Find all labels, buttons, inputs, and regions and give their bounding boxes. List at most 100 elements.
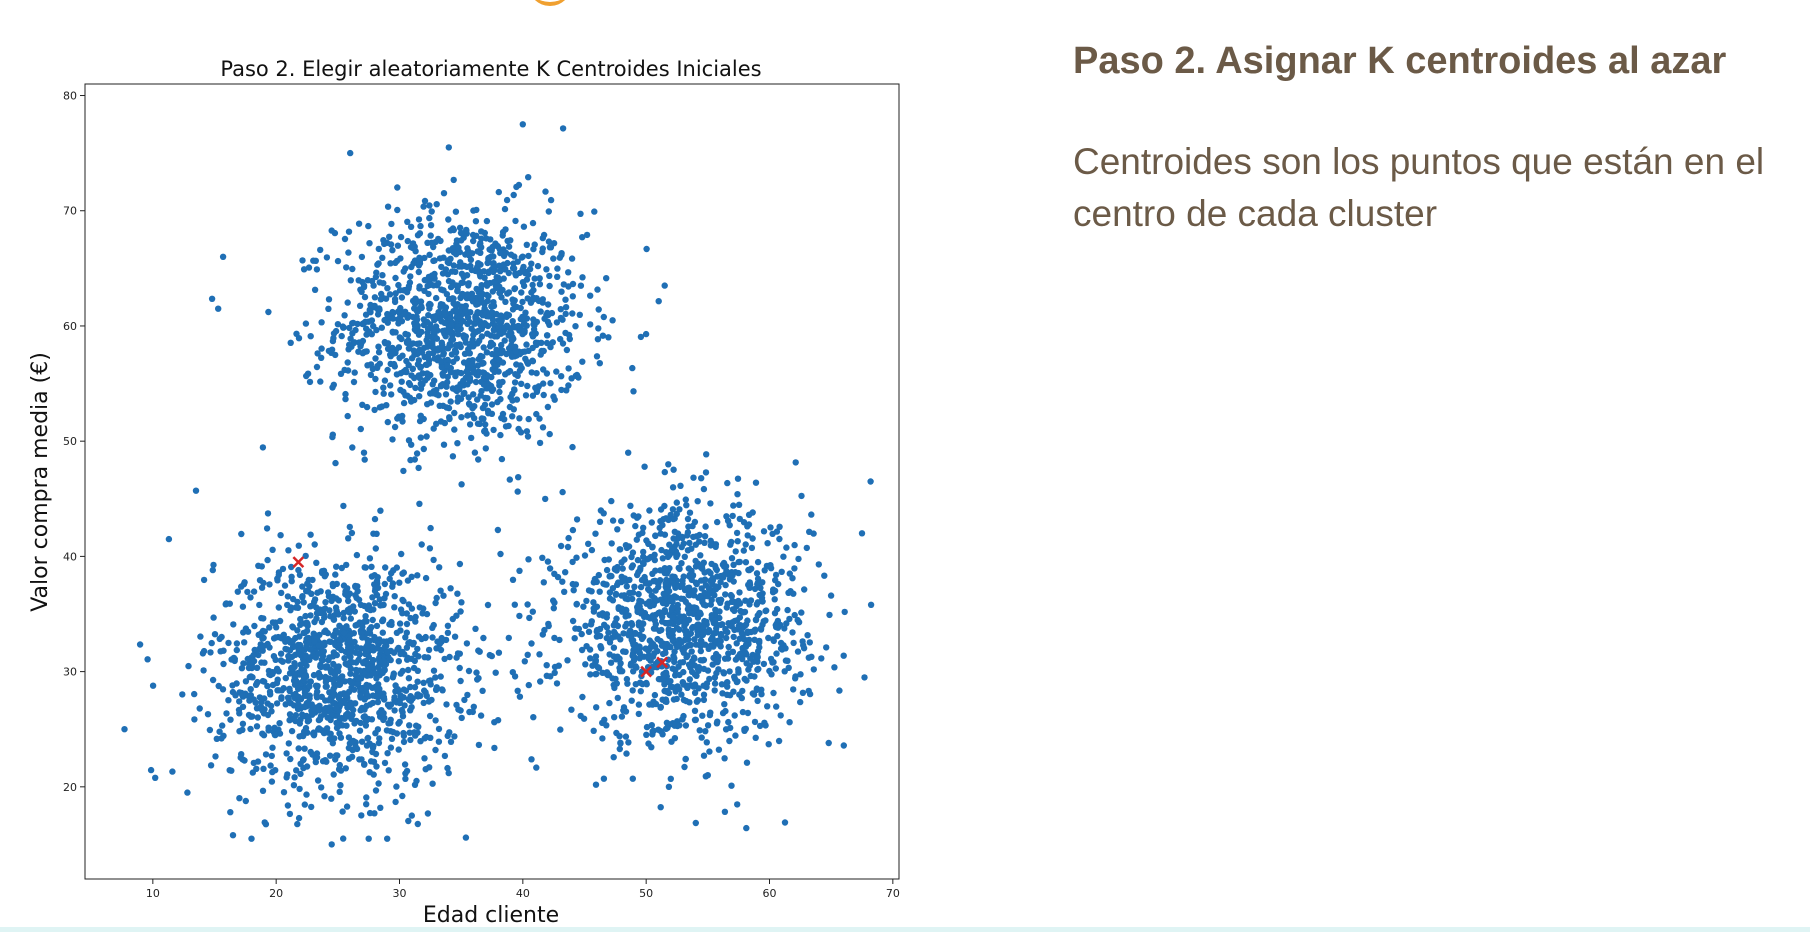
data-point bbox=[795, 619, 803, 626]
data-point bbox=[559, 488, 566, 496]
data-point bbox=[343, 264, 350, 271]
data-point bbox=[382, 564, 389, 571]
data-point bbox=[499, 286, 506, 294]
data-point bbox=[345, 744, 353, 752]
data-point bbox=[742, 559, 750, 566]
data-point bbox=[407, 456, 414, 464]
data-point bbox=[449, 615, 456, 623]
data-point bbox=[386, 621, 393, 628]
data-point bbox=[439, 327, 447, 335]
data-point bbox=[577, 282, 585, 289]
data-point bbox=[703, 680, 711, 687]
data-point bbox=[378, 324, 385, 331]
data-point bbox=[661, 531, 669, 538]
data-point bbox=[590, 599, 597, 606]
data-point bbox=[381, 316, 388, 324]
data-point bbox=[424, 339, 431, 346]
data-point bbox=[347, 615, 354, 622]
data-point bbox=[447, 283, 455, 291]
data-point bbox=[400, 686, 408, 693]
data-point bbox=[366, 555, 374, 562]
data-point bbox=[683, 631, 690, 638]
data-point bbox=[565, 283, 572, 290]
data-point bbox=[330, 685, 337, 692]
data-point bbox=[582, 622, 589, 629]
data-point bbox=[743, 651, 750, 658]
data-point bbox=[379, 629, 386, 636]
data-point bbox=[414, 667, 421, 674]
data-point bbox=[522, 392, 530, 399]
data-point bbox=[332, 327, 340, 335]
data-point bbox=[346, 649, 353, 656]
data-point bbox=[510, 265, 518, 272]
data-point bbox=[733, 529, 741, 537]
data-point bbox=[685, 523, 692, 530]
data-point bbox=[227, 716, 234, 723]
data-point bbox=[654, 635, 661, 643]
data-point bbox=[507, 237, 514, 244]
data-point bbox=[546, 430, 553, 438]
data-point bbox=[783, 620, 790, 627]
data-point bbox=[314, 777, 322, 784]
data-point bbox=[480, 634, 487, 642]
data-point bbox=[463, 368, 470, 375]
data-point bbox=[649, 570, 656, 577]
data-point bbox=[353, 644, 360, 651]
data-point bbox=[671, 515, 678, 522]
data-point bbox=[732, 548, 739, 555]
data-point bbox=[379, 617, 386, 625]
data-point bbox=[410, 639, 417, 647]
data-point bbox=[426, 712, 434, 720]
data-point bbox=[390, 649, 398, 656]
data-point bbox=[438, 286, 445, 293]
data-point bbox=[640, 548, 647, 556]
data-point bbox=[647, 643, 654, 651]
data-point bbox=[387, 744, 395, 751]
data-point bbox=[311, 638, 318, 645]
data-point bbox=[564, 657, 571, 664]
data-point bbox=[285, 547, 292, 554]
data-point bbox=[763, 607, 770, 614]
data-point bbox=[707, 537, 714, 544]
data-point bbox=[420, 445, 427, 453]
data-point bbox=[576, 311, 583, 318]
data-point bbox=[239, 756, 246, 763]
data-point bbox=[590, 579, 597, 586]
data-point bbox=[370, 322, 377, 330]
data-point bbox=[544, 403, 552, 411]
data-point bbox=[250, 759, 257, 767]
data-point bbox=[470, 703, 477, 710]
data-point bbox=[345, 228, 353, 235]
data-point bbox=[286, 647, 294, 654]
data-point bbox=[423, 733, 430, 741]
data-point bbox=[121, 726, 128, 733]
data-point bbox=[261, 659, 268, 666]
data-point bbox=[306, 701, 313, 708]
data-point bbox=[536, 275, 543, 282]
data-point bbox=[329, 337, 337, 345]
data-point bbox=[736, 558, 743, 566]
x-axis-label: Edad cliente bbox=[423, 903, 559, 928]
data-point bbox=[316, 716, 324, 723]
data-point bbox=[551, 634, 558, 642]
data-point bbox=[286, 711, 294, 718]
data-point bbox=[524, 433, 532, 440]
data-point bbox=[389, 315, 397, 322]
data-point bbox=[445, 328, 453, 335]
data-point bbox=[292, 717, 299, 725]
data-point bbox=[742, 597, 749, 604]
data-point bbox=[675, 618, 682, 626]
data-point bbox=[474, 676, 481, 683]
data-point bbox=[360, 282, 368, 289]
data-point bbox=[331, 229, 339, 237]
data-point bbox=[395, 320, 402, 327]
data-point bbox=[558, 373, 565, 380]
data-point bbox=[713, 625, 720, 632]
data-point bbox=[545, 622, 552, 630]
data-point bbox=[411, 684, 419, 691]
data-point bbox=[622, 648, 629, 655]
data-point bbox=[518, 289, 525, 296]
data-point bbox=[343, 561, 350, 569]
data-point bbox=[480, 320, 488, 328]
data-point bbox=[398, 335, 405, 343]
